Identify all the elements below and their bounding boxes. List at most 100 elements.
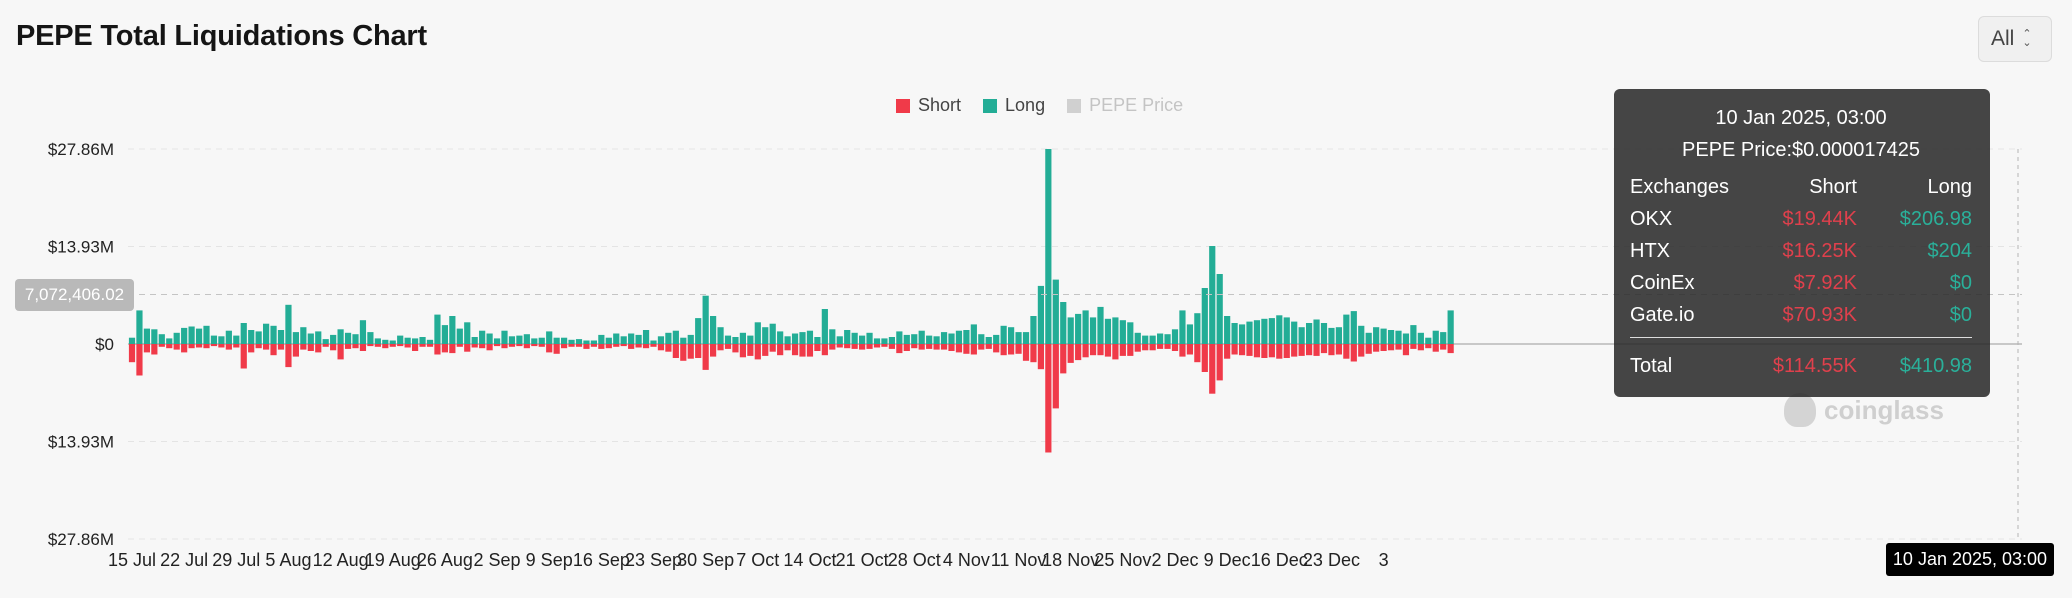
watermark-text: coinglass: [1824, 394, 1944, 425]
x-tick-label: 9 Sep: [526, 550, 573, 570]
long-bar: [575, 339, 583, 344]
tooltip-long: $0: [1949, 271, 1972, 294]
short-bar: [516, 344, 523, 347]
short-bar: [1060, 344, 1067, 374]
short-bar: [1089, 344, 1097, 356]
long-bar: [1253, 320, 1261, 344]
legend-item-long[interactable]: Long: [983, 95, 1045, 116]
long-bar: [538, 337, 545, 344]
x-tick-label: 16 Dec: [1251, 550, 1308, 570]
short-bar: [575, 344, 583, 347]
long-bar: [412, 338, 419, 344]
long-bar: [188, 326, 195, 344]
long-bar: [1194, 313, 1201, 344]
long-bar: [322, 339, 329, 344]
short-bar: [836, 344, 843, 348]
long-bar: [985, 337, 992, 344]
long-bar: [799, 332, 806, 344]
long-bar: [277, 330, 285, 344]
long-bar: [203, 325, 210, 344]
long-bar: [240, 323, 247, 344]
short-bar: [680, 344, 687, 361]
long-bar: [1075, 313, 1082, 344]
short-bar: [620, 344, 627, 347]
long-bar: [1298, 327, 1305, 344]
long-bar: [1134, 332, 1141, 344]
short-bar: [1209, 344, 1216, 394]
range-dropdown[interactable]: All ⌃ ⌄: [1978, 16, 2052, 62]
short-bar: [940, 344, 948, 350]
long-bar: [501, 330, 508, 344]
short-bar: [151, 344, 158, 355]
short-bar: [263, 344, 270, 350]
x-tick-label: 23 Dec: [1303, 550, 1360, 570]
short-bar: [1246, 344, 1253, 356]
long-bar: [300, 327, 307, 344]
long-bar: [1179, 310, 1186, 344]
short-bar: [1171, 344, 1179, 351]
page-title: PEPE Total Liquidations Chart: [16, 20, 427, 52]
long-bar: [1432, 330, 1439, 344]
long-bar: [1171, 329, 1179, 344]
long-bar: [672, 330, 679, 344]
long-bar: [330, 334, 337, 344]
long-bar: [635, 334, 642, 344]
short-bar: [277, 344, 285, 350]
long-bar: [1320, 323, 1328, 344]
x-tick-label: 22 Jul: [160, 550, 208, 570]
long-bar: [955, 330, 963, 344]
legend-item-price[interactable]: PEPE Price: [1067, 95, 1183, 116]
short-bar: [1067, 344, 1074, 363]
short-bar: [888, 344, 895, 349]
short-bar: [814, 344, 821, 351]
x-tick-label: 23 Sep: [625, 550, 682, 570]
tooltip-total-long: $410.98: [1899, 354, 1972, 377]
long-bar: [1119, 320, 1126, 344]
long-bar: [128, 337, 136, 344]
short-bar: [1328, 344, 1335, 356]
long-bar: [1343, 314, 1350, 344]
short-bar: [1365, 344, 1372, 354]
x-tick-label: 2 Dec: [1151, 550, 1198, 570]
short-bar: [553, 344, 560, 354]
short-bar: [1112, 344, 1119, 360]
tooltip-header-exchanges: Exchanges: [1630, 175, 1729, 198]
short-bar: [1201, 344, 1208, 372]
long-bar: [926, 335, 933, 344]
tooltip-divider: [1630, 337, 1972, 338]
short-bar: [1261, 344, 1268, 358]
short-bar: [873, 344, 881, 348]
long-bar: [419, 337, 426, 344]
long-bar: [546, 331, 553, 344]
short-bar: [1313, 344, 1320, 356]
x-tick-label: 9 Dec: [1204, 550, 1251, 570]
tooltip-exchange: OKX: [1630, 207, 1673, 230]
short-bar: [1119, 344, 1126, 356]
short-bar: [203, 344, 210, 349]
long-bar: [1268, 318, 1275, 344]
long-bar: [1380, 328, 1387, 344]
long-bar: [1089, 317, 1097, 344]
short-bar: [598, 344, 605, 349]
long-bar: [1410, 325, 1417, 344]
legend-item-short[interactable]: Short: [896, 95, 961, 116]
short-bar: [732, 344, 739, 353]
long-bar: [404, 337, 411, 344]
long-bar: [255, 331, 262, 344]
x-tick-label: 14 Oct: [783, 550, 836, 570]
long-bar: [918, 330, 925, 344]
short-bar: [978, 344, 985, 350]
long-bar: [1373, 327, 1380, 344]
short-bar: [918, 344, 925, 350]
long-bar: [590, 340, 597, 344]
tooltip-price: PEPE Price:$0.000017425: [1682, 139, 1920, 161]
short-bar: [926, 344, 933, 349]
long-bar: [940, 332, 948, 344]
short-bar: [784, 344, 791, 351]
short-bar: [404, 344, 411, 348]
long-bar: [434, 314, 441, 344]
short-bar: [1186, 344, 1193, 355]
short-bar: [710, 344, 717, 357]
long-bar: [352, 334, 359, 344]
